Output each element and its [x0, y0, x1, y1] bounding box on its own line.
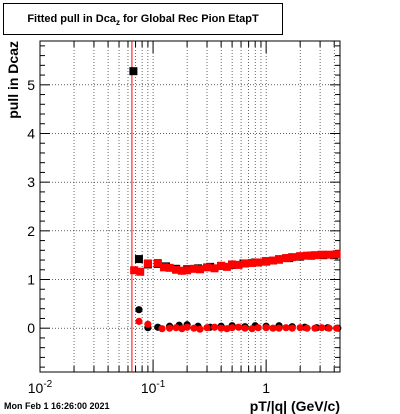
- x-tick-label: 10-1: [141, 379, 166, 396]
- data-point-square: [129, 67, 138, 76]
- data-point-circle: [190, 324, 198, 332]
- data-point-square: [160, 263, 169, 272]
- data-point-square: [234, 260, 243, 269]
- data-point-square: [310, 251, 319, 260]
- data-point-square: [134, 255, 143, 264]
- data-point-square: [275, 255, 284, 264]
- data-point-square: [262, 257, 271, 266]
- data-point-circle: [269, 324, 277, 332]
- data-point-circle: [248, 325, 256, 333]
- data-point-circle: [234, 323, 243, 331]
- data-point-circle: [135, 306, 143, 314]
- data-point-square: [296, 252, 305, 261]
- title-prefix: Fitted pull in Dca: [27, 13, 116, 25]
- data-point-circle: [183, 323, 191, 331]
- plot-area: [40, 41, 340, 372]
- data-point-circle: [203, 324, 211, 332]
- data-point-square: [130, 266, 139, 275]
- y-tick-label: 2: [27, 223, 35, 239]
- data-point-circle: [172, 324, 180, 332]
- data-point-circle: [275, 324, 283, 332]
- data-point-circle: [303, 324, 311, 332]
- chart-title: Fitted pull in Dcaz for Global Rec Pion …: [4, 13, 282, 27]
- y-tick-label: 4: [27, 125, 35, 141]
- plot-frame: [39, 40, 341, 373]
- x-tick-label: 10-2: [28, 379, 53, 396]
- data-point-square: [282, 254, 291, 263]
- data-point-circle: [196, 325, 204, 333]
- data-point-square: [228, 260, 237, 269]
- x-tick-label: 1: [262, 380, 270, 396]
- data-point-circle: [254, 324, 262, 332]
- data-point-square: [189, 264, 198, 273]
- title-suffix: for Global Rec Pion EtapT: [119, 13, 259, 25]
- data-point-circle: [262, 324, 270, 332]
- data-point-circle: [217, 324, 225, 332]
- data-point-square: [325, 250, 334, 259]
- data-point-square: [332, 250, 341, 259]
- data-point-square: [269, 256, 278, 265]
- data-point-square: [177, 266, 186, 275]
- data-point-circle: [135, 317, 143, 325]
- y-axis-label: pull in Dcaz: [5, 41, 21, 119]
- data-point-square: [136, 267, 145, 276]
- data-point-circle: [288, 324, 296, 332]
- x-axis-label: pT/|q| (GeV/c): [250, 398, 340, 414]
- timestamp: Mon Feb 1 16:26:00 2021: [4, 401, 110, 411]
- y-tick-label: 0: [27, 320, 35, 336]
- title-subscript: z: [115, 18, 120, 28]
- data-point-square: [195, 265, 204, 274]
- data-point-circle: [241, 324, 249, 332]
- data-point-circle: [228, 324, 236, 332]
- data-point-square: [210, 264, 219, 273]
- data-point-circle: [158, 325, 166, 333]
- data-point-square: [288, 253, 297, 262]
- data-point-circle: [165, 324, 174, 332]
- data-point-square: [217, 261, 226, 270]
- data-point-square: [203, 263, 212, 272]
- data-point-square: [254, 258, 263, 267]
- data-point-circle: [296, 324, 304, 332]
- data-point-square: [143, 259, 152, 268]
- data-point-square: [317, 250, 326, 259]
- data-point-square: [183, 266, 192, 275]
- data-point-circle: [318, 324, 326, 332]
- data-point-square: [240, 259, 249, 268]
- title-box: Fitted pull in Dcaz for Global Rec Pion …: [3, 3, 283, 35]
- y-tick-label: 5: [27, 77, 35, 93]
- data-point-circle: [333, 324, 341, 332]
- data-point-circle: [144, 320, 152, 328]
- data-point-square: [165, 263, 174, 272]
- data-point-circle: [282, 324, 290, 332]
- data-point-circle: [311, 324, 319, 332]
- data-point-square: [303, 251, 312, 260]
- y-tick-label: 3: [27, 174, 35, 190]
- y-tick-label: 1: [27, 272, 35, 288]
- data-point-circle: [325, 324, 333, 332]
- data-point-square: [172, 265, 181, 274]
- x-tick-exponent: -2: [43, 379, 52, 390]
- x-tick-exponent: -1: [156, 379, 165, 390]
- data-point-circle: [210, 323, 219, 331]
- data-point-square: [222, 262, 231, 271]
- data-point-square: [248, 258, 257, 267]
- data-point-square: [153, 258, 162, 267]
